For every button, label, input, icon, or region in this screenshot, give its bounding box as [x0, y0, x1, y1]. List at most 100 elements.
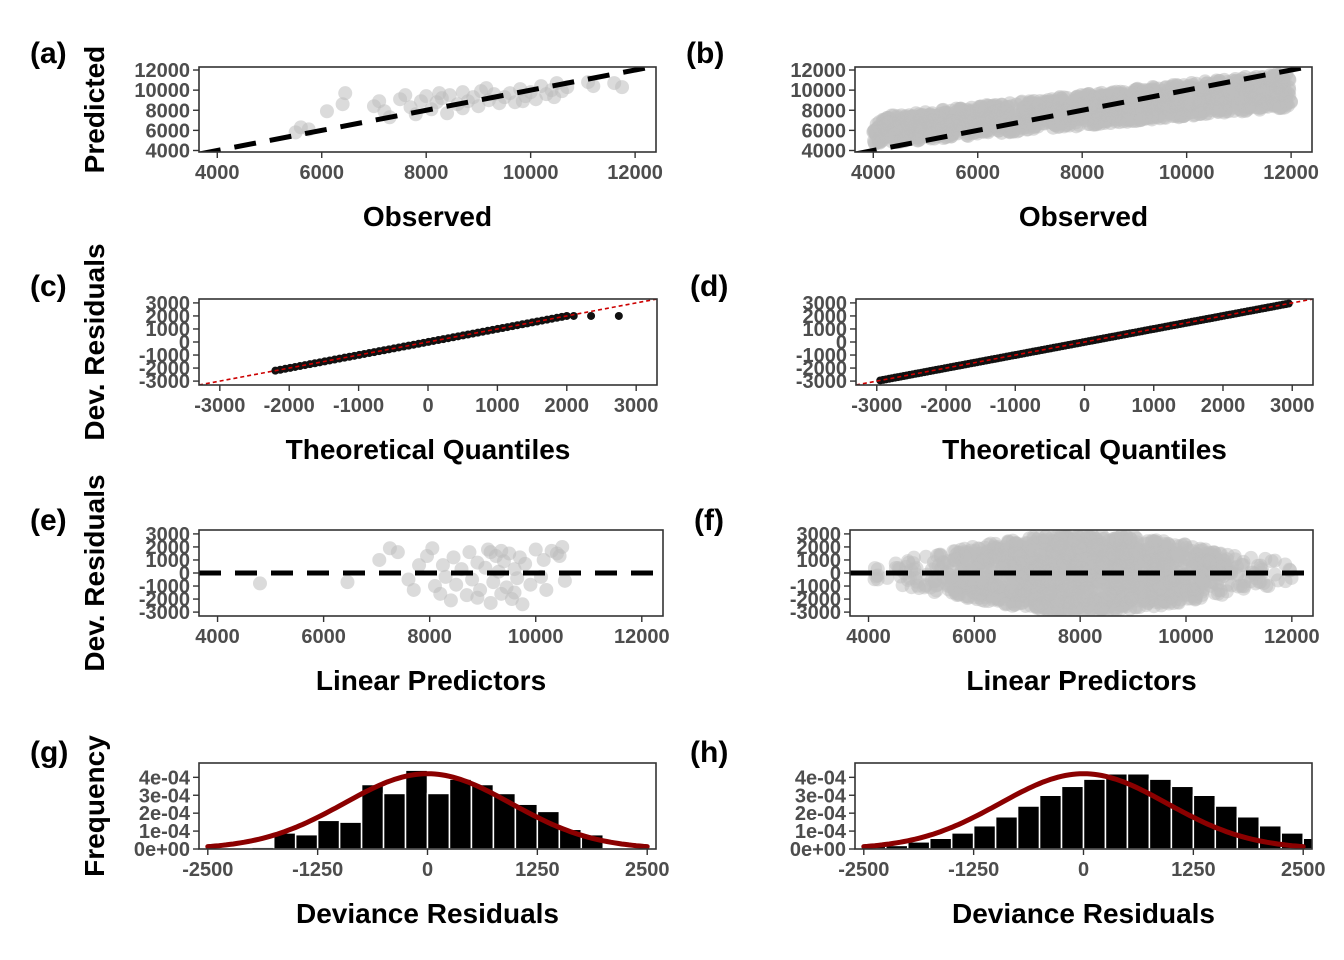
- panel-f: 4000 6000 8000 10000 12000 -3000-2000-1000010…: [694, 504, 1320, 696]
- data-point: [972, 102, 987, 117]
- data-point: [1284, 94, 1299, 109]
- x-tick-label: -3000: [851, 395, 902, 417]
- plot-area-h: [861, 771, 1312, 849]
- data-point: [536, 552, 551, 567]
- panel-e: 4000 6000 8000 10000 12000 -3000-2000-1000010…: [30, 474, 670, 696]
- y-tick-label: -1000: [139, 576, 190, 598]
- x-tick-label: 12000: [1263, 162, 1319, 184]
- y-tick-label: 0: [836, 332, 847, 354]
- y-tick-label: -2000: [790, 589, 841, 611]
- y-tick-label: 1000: [146, 319, 191, 341]
- panel-h: -2500 -1250 0 1250 2500 0e+001e-042e-043e-044…: [690, 736, 1325, 929]
- data-point: [432, 86, 447, 101]
- x-axis-title: Observed: [363, 201, 492, 232]
- x-tick-label: -2500: [182, 859, 233, 881]
- data-point: [1166, 572, 1181, 587]
- data-point: [930, 577, 945, 592]
- data-point: [1125, 578, 1140, 593]
- data-point: [1250, 90, 1265, 105]
- data-point: [1182, 552, 1197, 567]
- data-point: [586, 79, 601, 94]
- data-point: [1106, 85, 1121, 100]
- y-tick-label: -3000: [790, 602, 841, 624]
- y-tick-label: 12000: [790, 60, 846, 82]
- data-point: [462, 545, 477, 560]
- y-tick-label: 12000: [134, 60, 190, 82]
- data-point: [483, 545, 498, 560]
- x-tick-label: 10000: [1158, 626, 1214, 648]
- data-point: [1219, 584, 1234, 599]
- x-tick-label: 0: [1078, 859, 1089, 881]
- data-point: [916, 108, 931, 123]
- data-point: [614, 311, 623, 320]
- y-tick-label: -2000: [139, 589, 190, 611]
- y-tick-label: -3000: [139, 371, 190, 393]
- y-axis-title: Predicted: [79, 46, 110, 174]
- data-point: [390, 545, 405, 560]
- data-point: [1079, 113, 1094, 128]
- histogram-bar: [1082, 778, 1107, 849]
- data-point: [930, 548, 945, 563]
- x-tick-label: 6000: [952, 626, 997, 648]
- x-tick-label: 1000: [1131, 395, 1176, 417]
- data-point: [1048, 117, 1063, 132]
- data-point: [528, 542, 543, 557]
- x-tick-label: 8000: [404, 162, 449, 184]
- data-point: [1141, 101, 1156, 116]
- histogram-bar: [448, 778, 473, 849]
- y-tick-label: 3e-04: [139, 785, 191, 807]
- histogram-bar: [928, 837, 953, 849]
- data-point: [443, 593, 458, 608]
- plot-area-f: [850, 530, 1313, 616]
- data-point: [867, 572, 882, 587]
- panel-tag: (d): [690, 270, 728, 303]
- data-point: [1053, 540, 1068, 555]
- y-tick-label: 1e-04: [139, 821, 191, 843]
- data-point: [459, 588, 474, 603]
- data-point: [987, 98, 1002, 113]
- data-point: [1192, 572, 1207, 587]
- y-tick-label: 6000: [146, 120, 191, 142]
- histogram-bar: [1060, 785, 1085, 849]
- y-tick-label: -1000: [796, 345, 847, 367]
- data-point: [976, 549, 991, 564]
- data-point: [966, 584, 981, 599]
- histogram-bar: [1148, 778, 1173, 849]
- y-tick-label: -2000: [796, 358, 847, 380]
- x-tick-label: -1000: [990, 395, 1041, 417]
- data-point: [438, 569, 453, 584]
- data-point: [1106, 110, 1121, 125]
- panel-d: -3000 -2000 -1000 0 1000 2000 3000-3000-2000-1…: [690, 270, 1314, 465]
- y-axis-title: Frequency: [79, 735, 110, 877]
- panel-b: 4000 6000 8000 10000 12000400060008000100001…: [686, 37, 1319, 232]
- panel-a: 4000 6000 8000 10000 12000400060008000100001…: [30, 37, 663, 232]
- panel-tag: (c): [30, 270, 67, 303]
- data-point: [1121, 105, 1136, 120]
- y-tick-label: -3000: [796, 371, 847, 393]
- data-point: [1126, 92, 1141, 107]
- data-point: [1117, 546, 1132, 561]
- y-tick-label: 4e-04: [795, 767, 847, 789]
- data-point: [1072, 540, 1087, 555]
- x-tick-label: -1250: [292, 859, 343, 881]
- data-point: [869, 125, 884, 140]
- data-point: [557, 573, 572, 588]
- y-tick-label: 6000: [802, 120, 847, 142]
- y-tick-label: 1000: [797, 550, 842, 572]
- data-point: [1165, 109, 1180, 124]
- x-tick-label: 1250: [515, 859, 560, 881]
- x-tick-label: 0: [422, 395, 433, 417]
- histogram-bar: [972, 824, 997, 849]
- x-axis-title: Theoretical Quantiles: [286, 434, 571, 465]
- x-tick-label: 4000: [195, 162, 240, 184]
- panel-tag: (a): [30, 37, 67, 70]
- data-point: [1191, 83, 1206, 98]
- data-point: [252, 576, 267, 591]
- y-tick-label: 2e-04: [795, 803, 847, 825]
- data-point: [881, 129, 896, 144]
- data-point: [412, 558, 427, 573]
- data-point: [1157, 544, 1172, 559]
- data-point: [433, 586, 448, 601]
- data-point: [998, 597, 1013, 612]
- y-tick-label: 8000: [802, 100, 847, 122]
